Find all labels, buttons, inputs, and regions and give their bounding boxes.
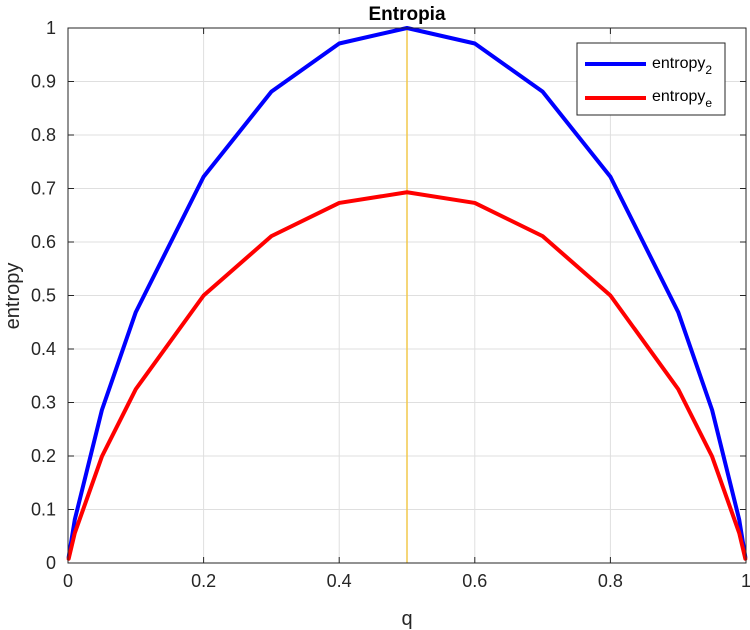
x-tick-label: 0.2 — [191, 571, 216, 591]
x-tick-label: 0 — [63, 571, 73, 591]
chart-title: Entropia — [368, 4, 445, 25]
y-tick-labels: 0 0.1 0.2 0.3 0.4 0.5 0.6 0.7 0.8 0.9 1 — [31, 18, 56, 573]
legend-label-entropy2: entropy2 — [652, 55, 712, 77]
y-tick-label: 0.9 — [31, 72, 56, 92]
entropye-line — [66, 190, 748, 561]
tick-marks — [67, 27, 747, 564]
x-tick-labels: 0 0.2 0.4 0.6 0.8 1 — [63, 571, 750, 591]
y-tick-label: 0.1 — [31, 500, 56, 520]
y-tick-label: 0 — [46, 553, 56, 573]
y-tick-label: 0.8 — [31, 125, 56, 145]
y-tick-label: 1 — [46, 18, 56, 38]
x-tick-label: 0.4 — [327, 571, 352, 591]
y-axis-label: entropy — [2, 263, 24, 330]
y-tick-label: 0.2 — [31, 446, 56, 466]
x-tick-label: 0.6 — [462, 571, 487, 591]
legend-box — [576, 42, 726, 116]
x-axis-label: q — [401, 608, 412, 630]
y-tick-label: 0.7 — [31, 179, 56, 199]
y-tick-label: 0.3 — [31, 393, 56, 413]
y-tick-label: 0.5 — [31, 286, 56, 306]
y-tick-label: 0.6 — [31, 232, 56, 252]
x-tick-label: 1 — [741, 571, 750, 591]
y-tick-label: 0.4 — [31, 339, 56, 359]
legend: entropy2 entropye — [576, 42, 726, 116]
x-tick-label: 0.8 — [598, 571, 623, 591]
legend-label-entropye: entropye — [652, 88, 712, 110]
